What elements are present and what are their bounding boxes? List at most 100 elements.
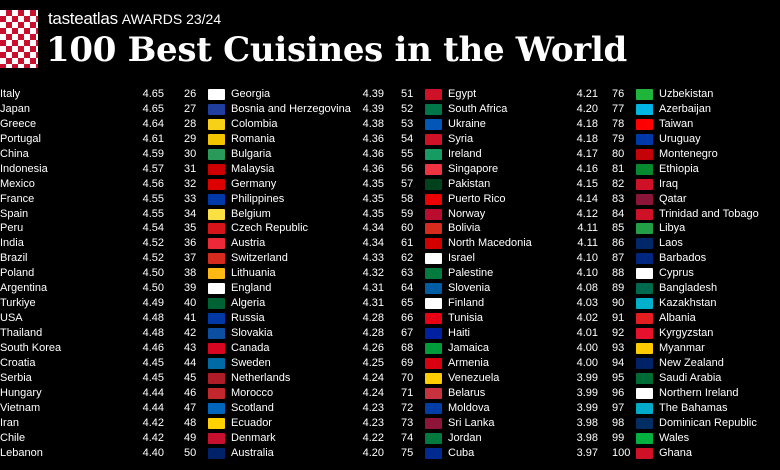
country-flag-icon [636,89,653,100]
list-item: 58 Puerto Rico 4.14 [401,192,598,207]
list-item: 49 Denmark 4.22 [184,431,384,446]
cuisine-score: 4.42 [142,431,164,444]
cuisine-name: North Macedonia [448,237,532,250]
list-item: 99 Wales [612,431,780,446]
page-title: 100 Best Cuisines in the World [46,30,628,70]
rank-number: 31 [184,162,197,175]
rank-number: 49 [184,431,197,444]
cuisine-name: Brazil [0,252,28,265]
cuisine-score: 4.52 [142,237,164,250]
cuisine-name: Ireland [448,147,482,160]
list-item: 59 Norway 4.12 [401,207,598,222]
list-item: 64 Slovenia 4.08 [401,281,598,296]
country-flag-icon [425,447,442,459]
list-item: 28 Colombia 4.38 [184,117,384,132]
rank-number: 84 [612,207,625,220]
country-flag-icon [208,118,225,130]
list-item: 100 Ghana [612,446,780,461]
country-flag-icon [636,238,653,250]
cuisine-name: Moldova [448,401,490,414]
tablecloth-logo-icon [0,10,38,68]
cuisine-score: 4.35 [362,177,384,190]
rank-number: 73 [401,416,414,429]
rank-number: 79 [612,132,625,145]
cuisine-score: 4.57 [142,162,164,175]
cuisine-name: Ukraine [448,117,486,130]
country-flag-icon [208,342,225,354]
cuisine-name: Egypt [448,88,477,100]
country-flag-icon [208,223,225,235]
cuisine-score: 4.36 [362,162,384,175]
cuisine-name: Kazakhstan [659,297,717,310]
cuisine-name: Austria [231,237,266,250]
rank-number: 89 [612,282,625,295]
list-item: 96 Northern Ireland [612,386,780,401]
ranking-column-4: 76 Uzbekistan 77 Azerbaijan 78 Taiwan 79 Urugua… [612,87,780,460]
rank-number: 36 [184,237,197,250]
rank-number: 34 [184,207,197,220]
rank-number: 35 [184,222,197,235]
rank-number: 81 [612,162,625,175]
cuisine-name: Georgia [231,88,271,100]
list-item: 86 Laos [612,236,780,251]
rank-number: 56 [401,162,414,175]
country-flag-icon [208,328,225,339]
rank-number: 87 [612,252,625,265]
list-item: 26 Georgia 4.39 [184,87,384,102]
cuisine-score: 4.32 [362,267,384,280]
cuisine-name: Romania [231,132,276,145]
country-flag-icon [208,178,225,190]
rank-number: 59 [401,207,414,220]
country-flag-icon [425,253,442,265]
cuisine-score: 4.61 [142,132,164,145]
cuisine-score: 4.48 [142,312,164,325]
cuisine-name: Cyprus [659,267,694,280]
cuisine-score: 4.24 [362,386,384,399]
country-flag-icon [425,387,442,399]
list-item: 35 Czech Republic 4.34 [184,221,384,236]
cuisine-name: South Korea [0,341,62,354]
list-item: 33 Philippines 4.35 [184,192,384,207]
country-flag-icon [208,89,225,100]
country-flag-icon [636,417,653,429]
list-item: 73 Sri Lanka 3.98 [401,416,598,431]
rank-number: 32 [184,177,197,190]
rank-number: 45 [184,371,197,384]
cuisine-name: Lithuania [231,267,276,280]
cuisine-score: 4.35 [362,192,384,205]
cuisine-name: Dominican Republic [659,416,757,429]
cuisine-name: Ghana [659,446,693,459]
rank-number: 61 [401,237,414,250]
country-flag-icon [636,133,653,145]
cuisine-name: Laos [659,237,683,250]
cuisine-score: 4.31 [362,297,384,310]
cuisine-score: 4.64 [142,117,164,130]
rank-number: 98 [612,416,625,429]
cuisine-name: France [0,192,35,205]
list-item: 63 Palestine 4.10 [401,266,598,281]
rank-number: 90 [612,297,625,310]
list-item: France 4.55 [0,192,164,207]
cuisine-name: Netherlands [231,371,291,384]
cuisine-name: Bulgaria [231,147,272,160]
brand: tasteatlas AWARDS 23/24 [48,9,221,29]
list-item: 27 Bosnia and Herzegovina 4.39 [184,102,384,117]
cuisine-score: 4.17 [576,147,598,160]
cuisine-score: 3.98 [576,431,598,444]
list-item: 52 South Africa 4.20 [401,102,598,117]
rank-number: 58 [401,192,414,205]
cuisine-name: Libya [659,222,686,235]
cuisine-score: 4.02 [576,312,598,325]
list-item: 34 Belgium 4.35 [184,207,384,222]
list-item: 62 Israel 4.10 [401,251,598,266]
cuisine-name: Lebanon [0,446,43,459]
cuisine-name: Armenia [448,356,489,369]
country-flag-icon [425,313,442,325]
rank-number: 60 [401,222,414,235]
rank-number: 83 [612,192,625,205]
cuisine-name: Japan [0,102,30,115]
cuisine-name: Azerbaijan [659,102,711,115]
rank-number: 77 [612,102,625,115]
country-flag-icon [208,163,225,175]
cuisine-name: Australia [231,446,274,459]
